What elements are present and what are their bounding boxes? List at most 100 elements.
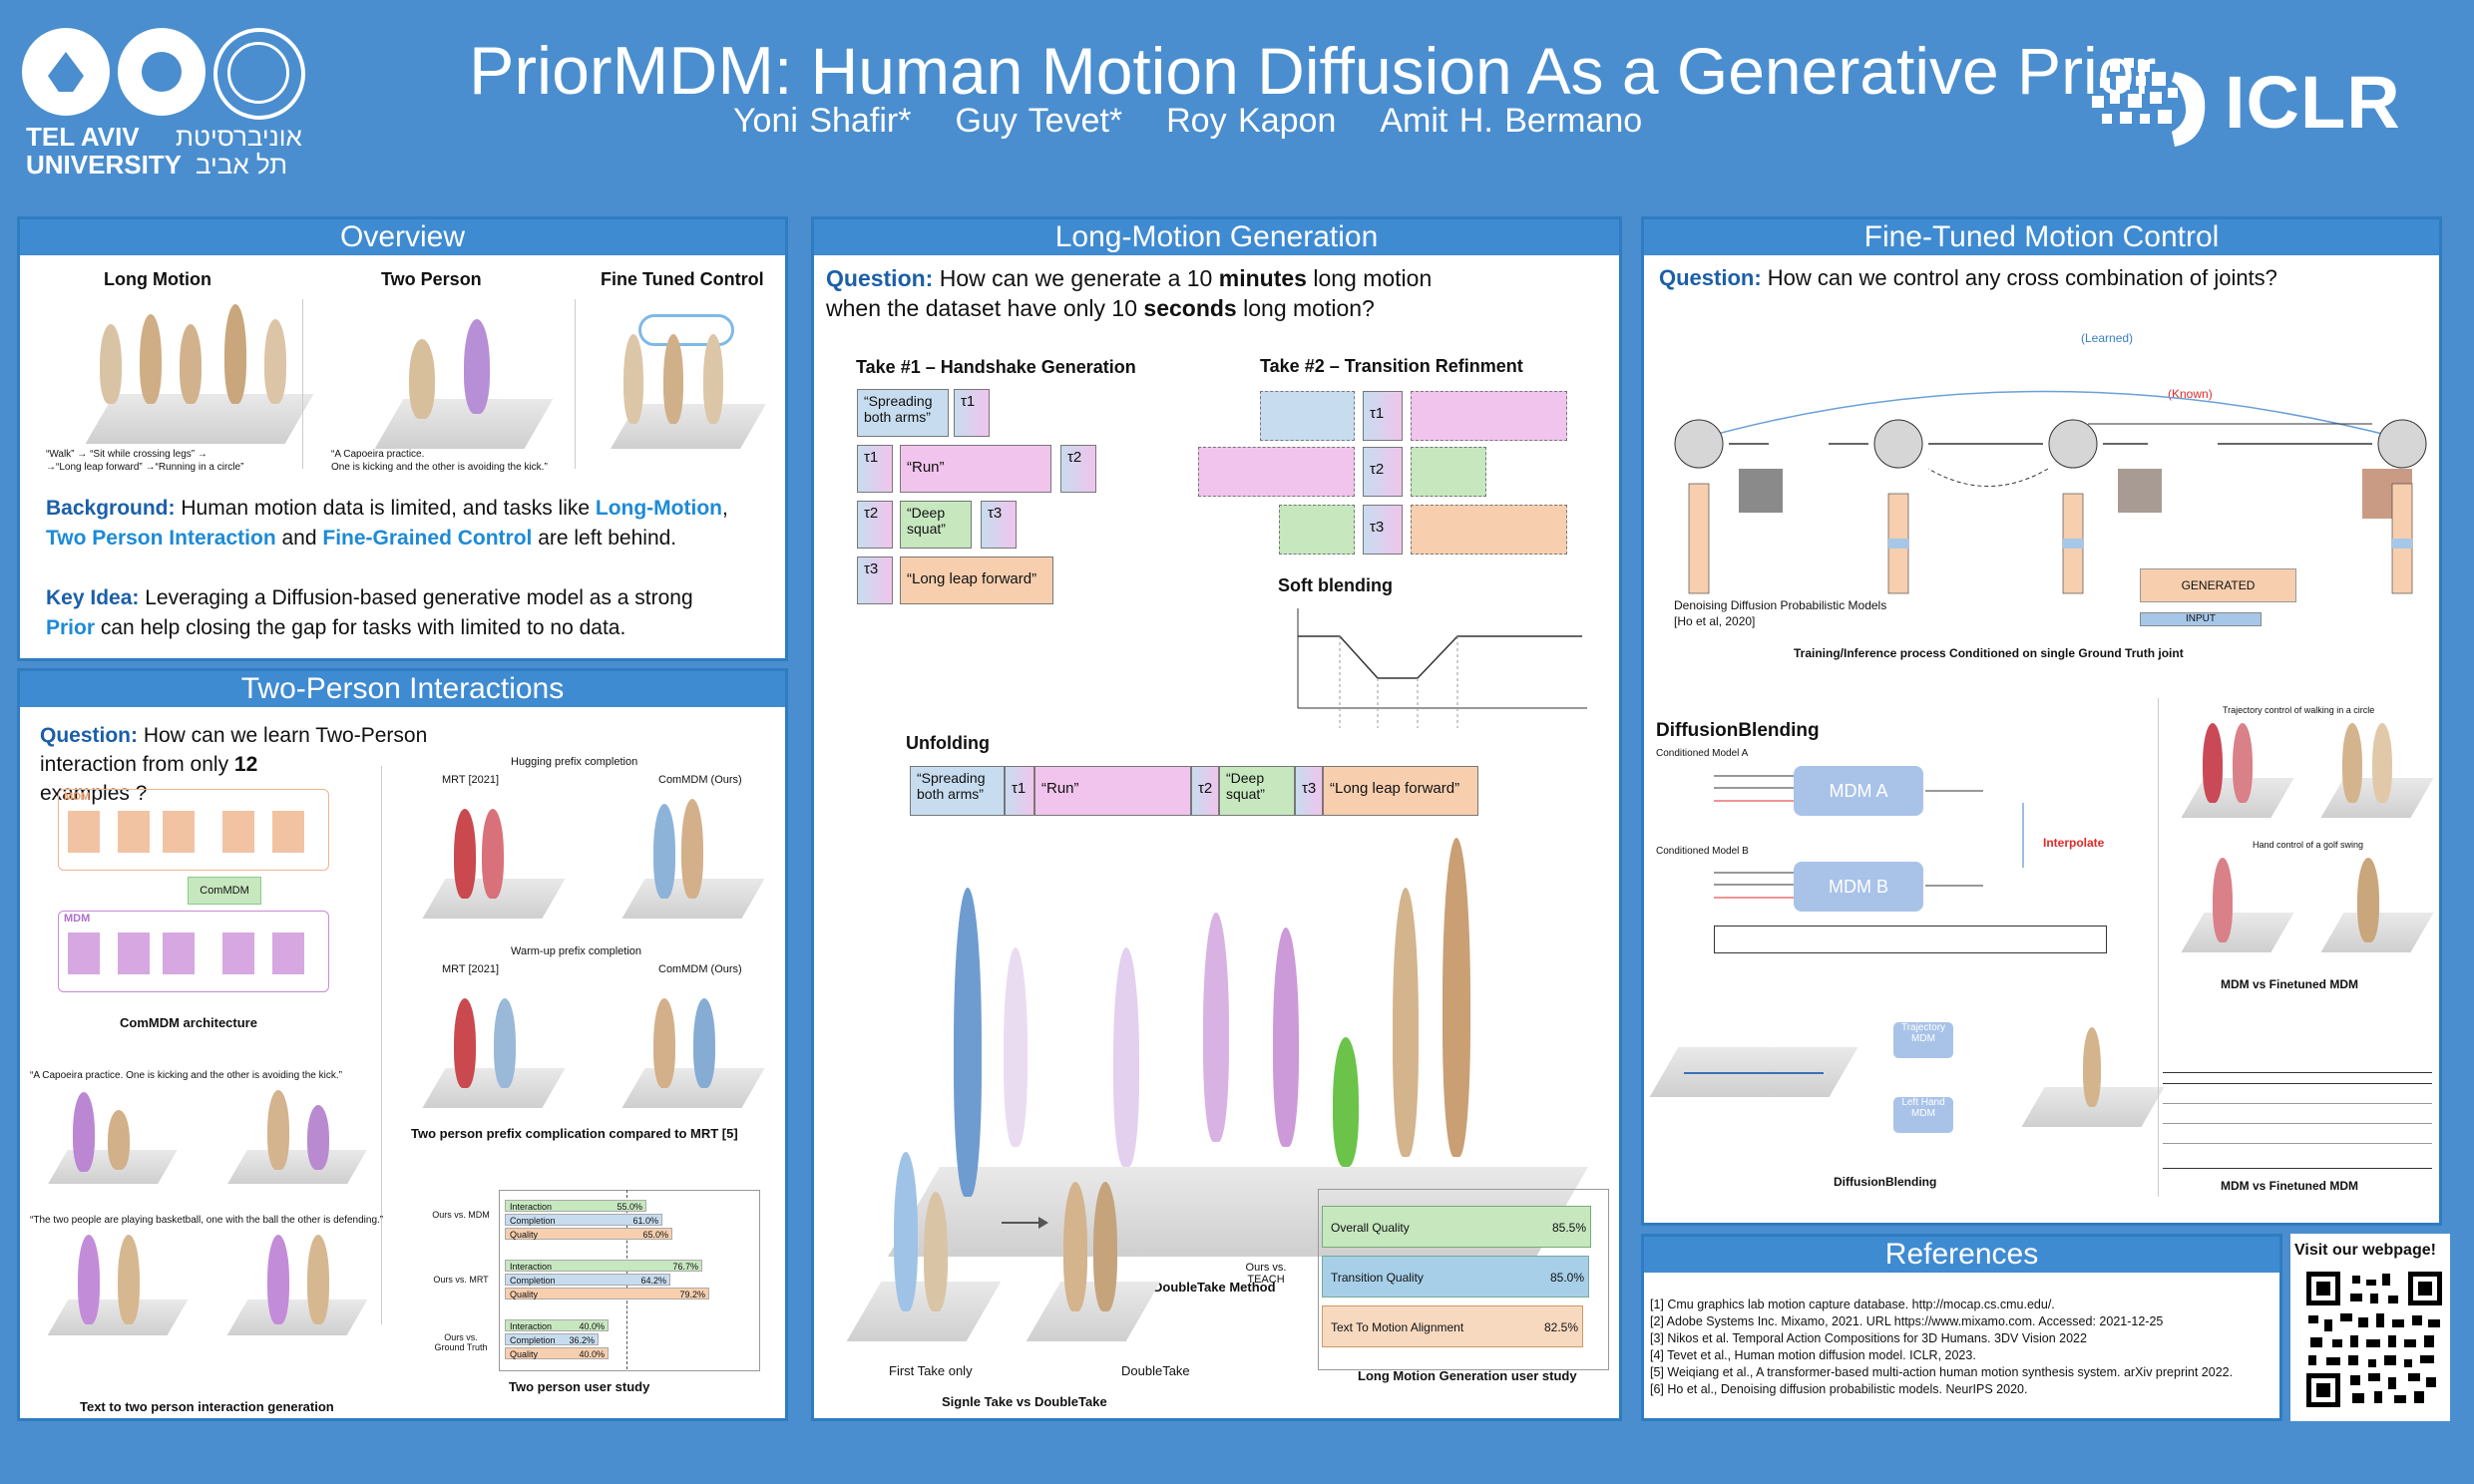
results-table <box>2163 1072 2432 1169</box>
take2-box-3 <box>1198 447 1355 497</box>
overview-cap1b: →“Long leap forward” →“Running in a circ… <box>46 462 244 473</box>
unfolding-title: Unfolding <box>906 733 990 753</box>
author-1: Yoni Shafir* <box>733 102 912 140</box>
reference-item: [3] Nikos et al. Temporal Action Composi… <box>1650 1331 2087 1345</box>
learned-label: (Learned) <box>2081 331 2134 345</box>
long-motion-title: Long-Motion Generation <box>814 219 1619 255</box>
take1-deep: “Deep squat” <box>900 501 972 549</box>
logo-text-en1: TEL AVIV <box>26 122 140 152</box>
qr-panel: Visit our webpage! <box>2290 1234 2450 1421</box>
warm-title: Warm-up prefix completion <box>511 945 642 957</box>
study-bar-3-3: Quality 40.0% <box>505 1347 609 1359</box>
take2-box-1 <box>1260 391 1355 441</box>
logo-text-he1: אוניברסיטת <box>176 122 302 152</box>
overview-title: Overview <box>20 219 785 255</box>
authors: Yoni Shafir* Guy Tevet* Roy Kapon Amit H. B… <box>733 102 1686 141</box>
study-bar-2-3: Quality 79.2% <box>505 1288 709 1299</box>
study-bar-3-2: Completion 36.2% <box>505 1333 599 1345</box>
mdm-bottom-label: MDM <box>64 913 91 925</box>
long-study-bar-1: Overall Quality 85.5% <box>1322 1206 1591 1248</box>
footer-band <box>0 1431 2474 1484</box>
blend-mini-figure: Trajectory MDM Left Hand MDM <box>1644 1017 2165 1147</box>
ddpm-diagram <box>1659 344 2427 613</box>
author-4: Amit H. Bermano <box>1380 102 1643 140</box>
commdm-block: ComMDM <box>188 877 261 905</box>
prefix-caption: Two person prefix complication compared … <box>411 1126 738 1141</box>
take2-box-4 <box>1411 447 1486 497</box>
golf-figure <box>2163 853 2434 962</box>
two-person-study-caption: Two person user study <box>509 1379 650 1394</box>
take1-tau1: τ1 <box>954 389 990 437</box>
study-bar-1-2: Completion 61.0% <box>505 1214 662 1226</box>
doubletake-caption: DoubleTake Method <box>1153 1280 1276 1295</box>
reference-item: [2] Adobe Systems Inc. Mixamo, 2021. URL… <box>1650 1314 2164 1328</box>
arch-caption: ComMDM architecture <box>120 1015 257 1030</box>
soft-blending-title: Soft blending <box>1278 575 1393 595</box>
key-idea-text: Key Idea: Leveraging a Diffusion-based g… <box>46 586 693 639</box>
col-long-motion: Long Motion <box>104 269 211 289</box>
take1-title: Take #1 – Handshake Generation <box>856 357 1136 377</box>
single-vs-double-figure <box>824 1122 1161 1361</box>
long-study-bar-2: Transition Quality 85.0% <box>1322 1256 1589 1298</box>
two-person-panel: Two-Person Interactions Question: How ca… <box>17 668 788 1421</box>
col-two-person: Two Person <box>381 269 482 289</box>
ddpm-label-1: Denoising Diffusion Probabilistic Models <box>1674 598 1887 612</box>
generated-box: GENERATED <box>2140 568 2296 602</box>
hug-mrt-figure <box>394 789 574 928</box>
take2-title: Take #2 – Transition Refinment <box>1260 356 1523 376</box>
unfold-tau3: τ3 <box>1295 766 1323 816</box>
cond-a-label: Conditioned Model A <box>1656 748 1749 759</box>
col-fine-tuned: Fine Tuned Control <box>601 269 764 289</box>
take1-tau2b: τ2 <box>857 501 893 549</box>
qr-code-link[interactable] <box>2304 1270 2444 1409</box>
poster-title: PriorMDM: Human Motion Diffusion As a Ge… <box>469 32 2156 110</box>
overview-cap1a: “Walk” → “Sit while crossing legs” → <box>46 449 207 460</box>
mrt-label-2: MRT [2021] <box>442 963 500 975</box>
take1-tau3b: τ3 <box>857 556 893 604</box>
unfold-tau1: τ1 <box>1005 766 1034 816</box>
first-take-label: First Take only <box>889 1363 973 1378</box>
fine-tuned-title: Fine-Tuned Motion Control <box>1644 219 2439 255</box>
reference-item: [4] Tevet et al., Human motion diffusion… <box>1650 1348 1976 1362</box>
mdm-top-label: MDM <box>64 791 91 803</box>
iclr-brain-icon <box>2092 58 2206 147</box>
long-motion-question: Question: How can we generate a 10 minut… <box>826 265 1433 321</box>
mdm-vs-caption-1: MDM vs Finetuned MDM <box>2221 977 2358 991</box>
take2-tau3: τ3 <box>1363 505 1403 555</box>
text-caption: Text to two person interaction generatio… <box>80 1399 334 1414</box>
long-motion-panel: Long-Motion Generation Question: How can… <box>811 216 1622 1421</box>
basketball-figure <box>38 1225 377 1349</box>
logo-text-he2: תל אביב <box>196 150 288 180</box>
author-2: Guy Tevet* <box>955 102 1123 140</box>
iclr-text: ICLR <box>2225 61 2401 144</box>
doubletake-figure <box>854 828 1592 1287</box>
long-study-bar-3: Text To Motion Alignment 82.5% <box>1322 1305 1583 1347</box>
title-rest: : Human Motion Diffusion As a Generative… <box>773 34 2157 108</box>
ours-label-2: ComMDM (Ours) <box>658 963 742 975</box>
single-caption: Signle Take vs DoubleTake <box>942 1394 1107 1409</box>
study-bar-2-1: Interaction 76.7% <box>505 1260 702 1272</box>
logo-text-en2: UNIVERSITY <box>26 150 183 180</box>
mrt-label-1: MRT [2021] <box>442 774 500 786</box>
long-user-study: Overall Quality 85.5% Transition Quality 8… <box>1318 1189 1609 1370</box>
take1-run: “Run” <box>900 445 1051 493</box>
iclr-logo: ICLR <box>2080 52 2429 152</box>
mdm-b-block: MDM B <box>1794 862 1923 912</box>
references-title: References <box>1644 1237 2279 1273</box>
take1-tau1b: τ1 <box>857 445 893 493</box>
blending-title: DiffusionBlending <box>1656 720 1820 741</box>
take1-leap: “Long leap forward” <box>900 556 1053 604</box>
known-label: (Known) <box>2168 387 2213 401</box>
qr-code-icon[interactable] <box>2304 1270 2444 1409</box>
teach-label: Ours vs. TEACH <box>1245 1262 1287 1286</box>
blending-caption: DiffusionBlending <box>1834 1175 1937 1189</box>
take1-spreading: “Spreading both arms” <box>857 389 949 437</box>
two-person-question: Question: How can we learn Two-Person in… <box>40 724 428 805</box>
take1-tau3: τ3 <box>981 501 1017 549</box>
text-cap2: “The two people are playing basketball, … <box>30 1215 384 1226</box>
study-bar-3-1: Interaction 40.0% <box>505 1319 609 1331</box>
author-3: Roy Kapon <box>1166 102 1337 140</box>
hug-ours-figure <box>594 789 773 928</box>
capoeira-figure <box>38 1080 377 1195</box>
overview-two-person-figure <box>339 299 554 469</box>
